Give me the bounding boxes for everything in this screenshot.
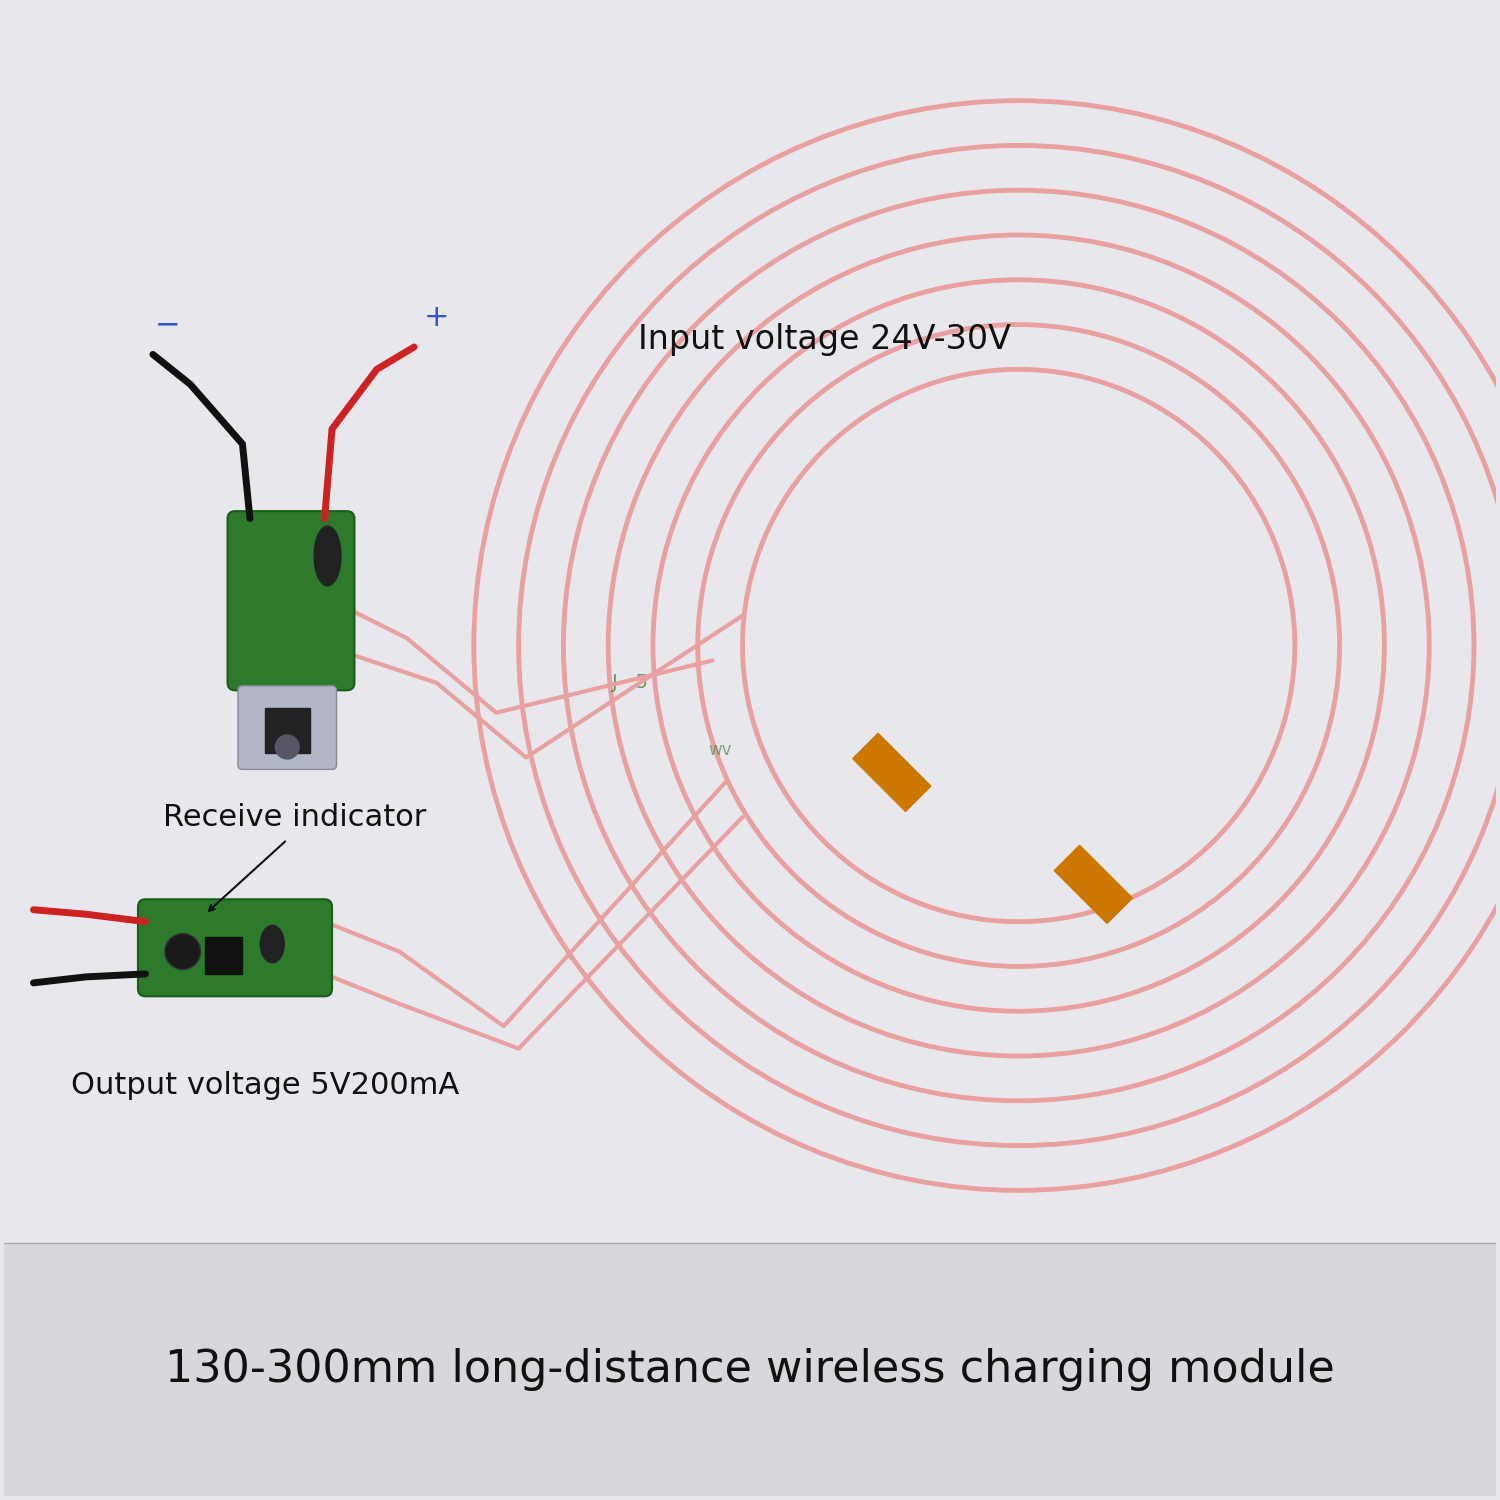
Circle shape bbox=[276, 735, 298, 759]
Text: J   5: J 5 bbox=[612, 674, 650, 693]
Bar bbox=[3, 1242, 1497, 1497]
Bar bbox=[206, 936, 243, 974]
Text: Output voltage 5V200mA: Output voltage 5V200mA bbox=[70, 1071, 459, 1101]
FancyBboxPatch shape bbox=[138, 900, 332, 996]
FancyBboxPatch shape bbox=[228, 512, 354, 690]
Text: wv: wv bbox=[708, 741, 732, 759]
FancyBboxPatch shape bbox=[238, 686, 336, 770]
Bar bbox=[266, 708, 309, 753]
Text: Input voltage 24V-30V: Input voltage 24V-30V bbox=[638, 322, 1011, 356]
Bar bbox=[853, 734, 932, 812]
Text: Receive indicator: Receive indicator bbox=[164, 802, 426, 831]
Text: +: + bbox=[423, 303, 450, 332]
Ellipse shape bbox=[314, 526, 340, 586]
Text: −: − bbox=[154, 310, 180, 339]
Circle shape bbox=[165, 933, 201, 969]
Ellipse shape bbox=[261, 926, 285, 963]
Bar bbox=[1054, 846, 1132, 924]
Text: 130-300mm long-distance wireless charging module: 130-300mm long-distance wireless chargin… bbox=[165, 1348, 1335, 1390]
